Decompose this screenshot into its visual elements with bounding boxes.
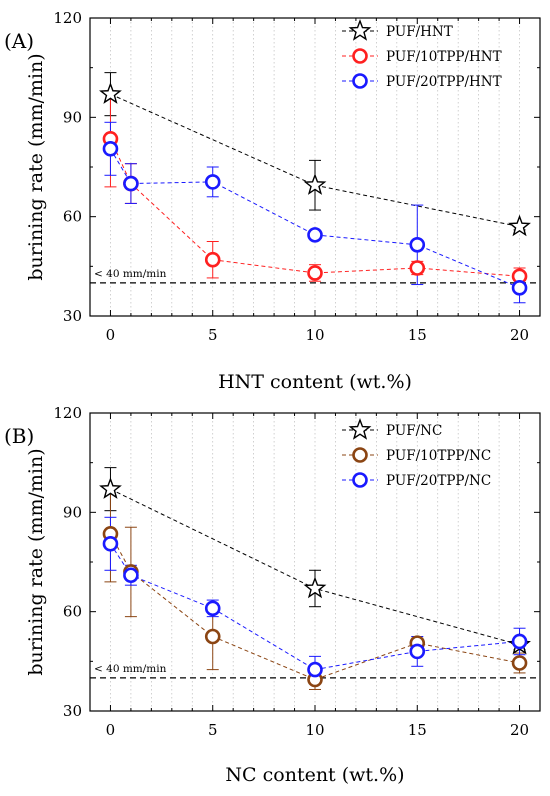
data-point	[204, 174, 221, 190]
legend-item-3: PUF/20TPP/HNT	[342, 73, 502, 90]
legend-marker	[352, 48, 368, 64]
reference-line-label: < 40 mm/min	[94, 268, 167, 280]
markers-series-3	[102, 535, 528, 678]
data-point	[204, 628, 221, 645]
markers-series-3	[102, 140, 528, 296]
data-point	[508, 214, 531, 237]
data-point	[99, 477, 122, 499]
y-axis-title: burining rate (mm/min)	[25, 448, 47, 675]
legend-label: PUF/20TPP/NC	[386, 473, 491, 489]
y-tick-label: 60	[63, 603, 82, 621]
y-ticks	[90, 412, 540, 712]
y-tick-label: 30	[63, 702, 82, 720]
legend-marker	[348, 19, 372, 41]
legend: PUF/NC PUF/10TPP/NC PUF/20TPP/NC	[342, 418, 491, 489]
legend-label: PUF/10TPP/NC	[386, 448, 491, 464]
y-tick-label: 120	[53, 9, 82, 27]
reference-line-label: < 40 mm/min	[94, 663, 167, 675]
data-point	[307, 227, 323, 243]
series-line-3	[110, 148, 520, 289]
y-tick-label: 90	[63, 108, 82, 126]
data-point	[303, 576, 327, 599]
series-line-2	[109, 138, 520, 277]
y-tick-label: 30	[63, 307, 82, 325]
x-tick-label: 0	[106, 326, 116, 344]
x-axis-title: HNT content (wt.%)	[218, 371, 412, 393]
x-tick-label: 10	[305, 326, 324, 344]
markers-series-1	[99, 82, 531, 237]
legend-label: PUF/20TPP/HNT	[386, 74, 502, 90]
data-point	[204, 251, 221, 268]
x-tick-label: 15	[408, 721, 427, 739]
data-point	[123, 567, 139, 584]
chart-panel-2: < 40 mm/min 0 5 10 15 20 30 60 90 120 NC content (…	[4, 404, 541, 786]
data-point	[409, 237, 426, 253]
data-point	[409, 260, 426, 276]
x-tick-label: 20	[510, 721, 529, 739]
legend-item-2: PUF/10TPP/HNT	[342, 48, 502, 65]
y-ticks	[90, 17, 540, 317]
x-tick-label: 5	[208, 326, 218, 344]
data-point	[511, 633, 528, 650]
data-point	[307, 265, 323, 281]
legend-marker	[348, 418, 372, 440]
x-tick-label: 15	[408, 326, 427, 344]
data-point	[123, 175, 139, 192]
legend-marker	[352, 472, 368, 488]
panel-label: (B)	[4, 424, 34, 448]
data-point	[102, 140, 119, 157]
x-axis-title: NC content (wt.%)	[225, 764, 404, 786]
x-tick-label: 0	[106, 721, 116, 739]
data-point	[99, 82, 122, 104]
data-point	[511, 655, 528, 671]
data-point	[303, 173, 327, 195]
grid-lines	[110, 18, 520, 316]
y-tick-label: 60	[63, 208, 82, 226]
legend-marker	[352, 447, 368, 463]
y-tick-label: 90	[63, 503, 82, 521]
legend-label: PUF/HNT	[386, 24, 453, 40]
y-axis-title: burining rate (mm/min)	[25, 53, 47, 280]
legend: PUF/HNT PUF/10TPP/HNT PUF/20TPP/HNT	[342, 19, 502, 90]
legend-label: PUF/10TPP/HNT	[386, 49, 502, 65]
data-point	[102, 535, 119, 552]
x-tick-label: 5	[208, 721, 218, 739]
panel-label: (A)	[4, 29, 34, 53]
data-point	[409, 643, 426, 660]
legend-item-3: PUF/20TPP/NC	[342, 472, 491, 489]
data-point	[511, 280, 528, 296]
data-point	[204, 600, 221, 617]
legend-label: PUF/NC	[386, 423, 442, 439]
data-point	[307, 661, 323, 678]
x-ticks	[109, 18, 521, 316]
y-tick-label: 120	[53, 404, 82, 422]
legend-item-1: PUF/NC	[342, 418, 442, 440]
legend-marker	[352, 73, 368, 89]
legend-item-2: PUF/10TPP/NC	[342, 447, 491, 464]
x-tick-label: 20	[510, 326, 529, 344]
legend-item-1: PUF/HNT	[342, 19, 453, 41]
x-ticks	[109, 413, 521, 711]
chart-panel-1: < 40 mm/min 0 5 10 15 20 30 60 90 120 HNT content …	[4, 9, 541, 393]
x-tick-label: 10	[305, 721, 324, 739]
